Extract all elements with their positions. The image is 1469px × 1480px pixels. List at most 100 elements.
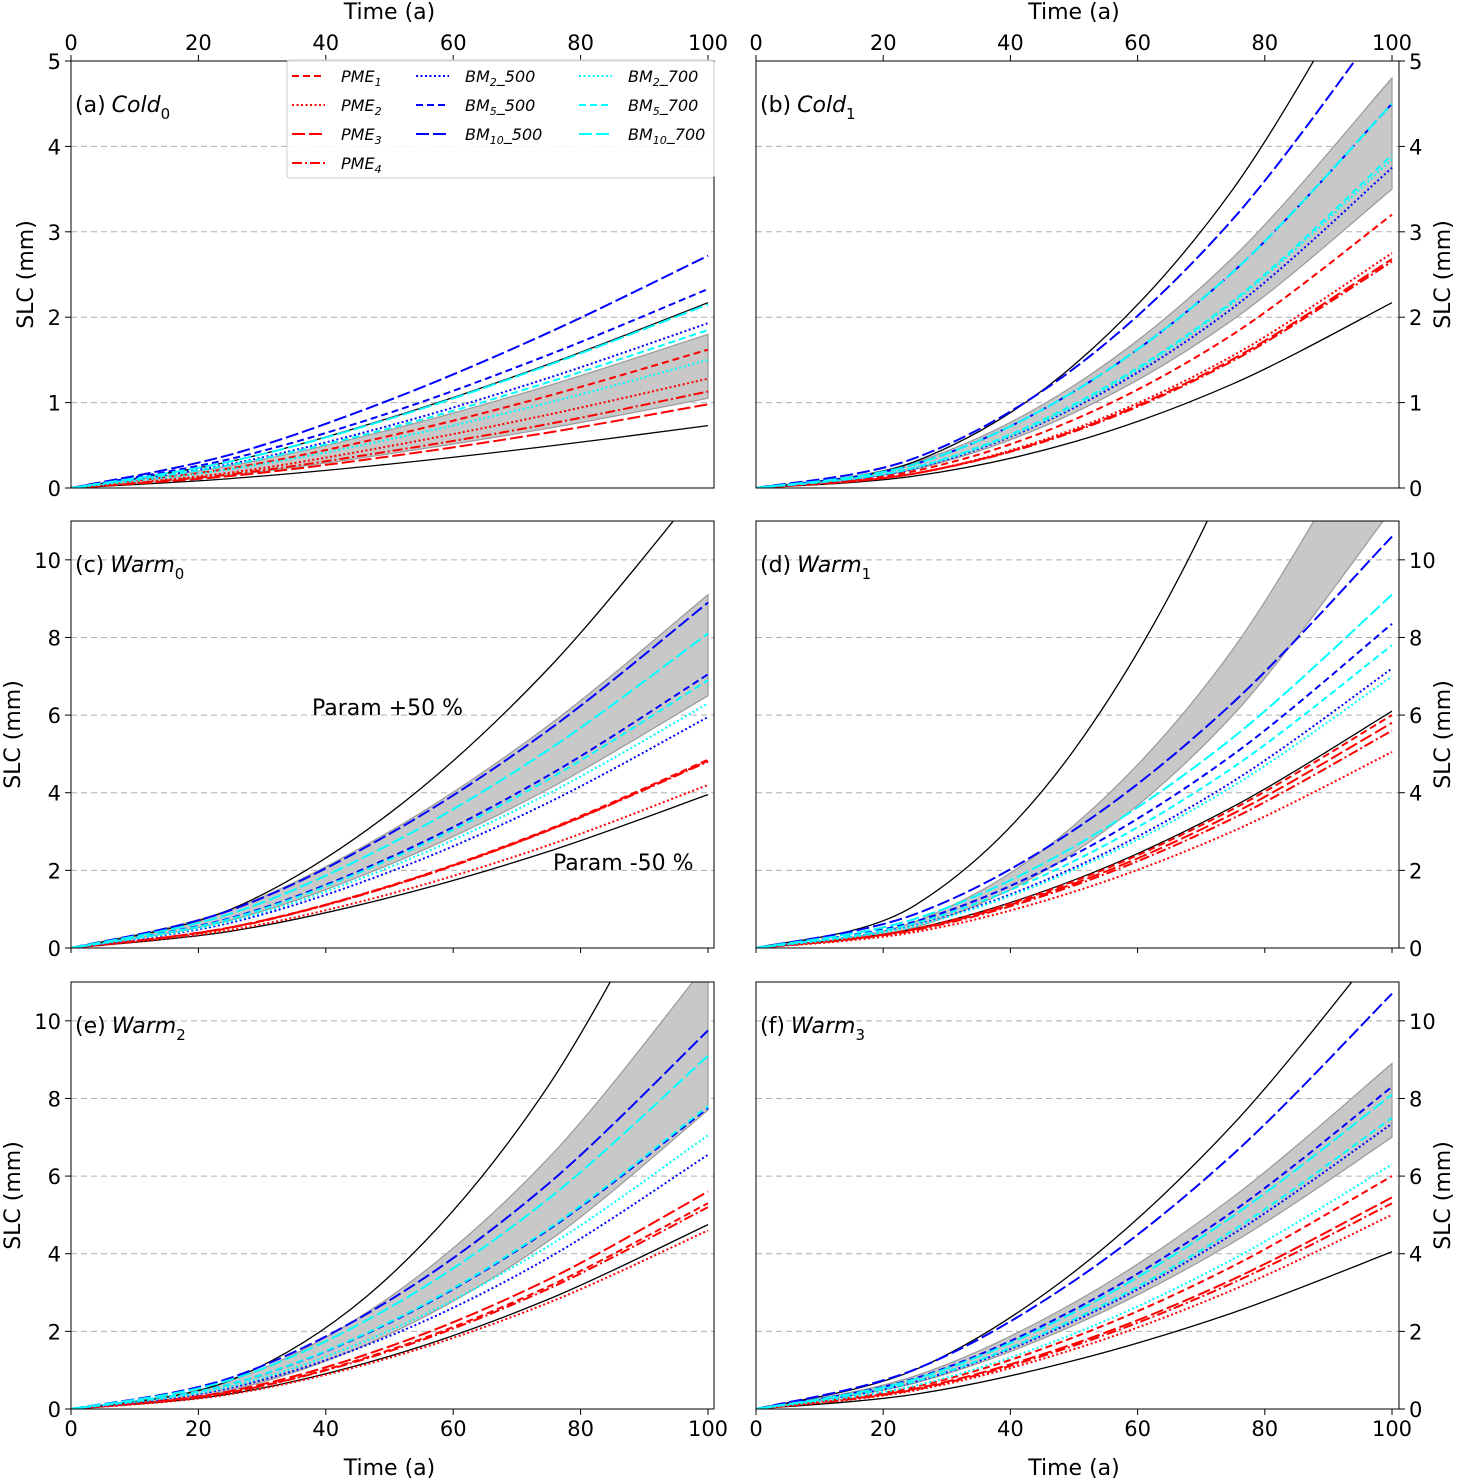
series-bm10-500 bbox=[71, 1029, 709, 1409]
legend-label: BM10_500 bbox=[465, 125, 542, 147]
y-tick-label: 5 bbox=[1409, 50, 1422, 74]
panel-subscript: 3 bbox=[855, 1026, 865, 1044]
y-tick-label: 6 bbox=[1409, 704, 1422, 728]
panel-letter: (e) bbox=[75, 1014, 106, 1039]
series-bm5-700 bbox=[71, 329, 709, 488]
x-tick-label: 0 bbox=[64, 1417, 77, 1441]
series-bm10-500 bbox=[71, 601, 709, 948]
series-bm2-700 bbox=[71, 1134, 709, 1409]
y-tick-label: 4 bbox=[1409, 1243, 1422, 1267]
series-bm10-700 bbox=[71, 632, 709, 948]
y-tick-label: 8 bbox=[48, 626, 61, 650]
legend-box bbox=[286, 59, 715, 179]
plot-area bbox=[756, 521, 1393, 948]
panel-e: 0 2 4 6 8 10 SLC (mm) 0 20 40 60 80 100 Time (a) (e) Wa… bbox=[1, 981, 728, 1480]
y-tick-label: 1 bbox=[1409, 392, 1422, 416]
legend-label: PME4 bbox=[341, 154, 382, 176]
axes-frame bbox=[755, 981, 1400, 1410]
y-tick-label: 6 bbox=[48, 1165, 61, 1189]
panel-letter: (c) bbox=[75, 553, 104, 578]
series-bm2-700 bbox=[756, 1163, 1393, 1409]
x-tick-label: 60 bbox=[1124, 1417, 1151, 1441]
series-pme4 bbox=[71, 1206, 709, 1409]
series-pme2 bbox=[71, 784, 709, 948]
panel-a: 0 1 2 3 4 5 SLC (mm) 0 20 40 60 80 100 Time (a) (a) Col… bbox=[14, 0, 728, 501]
param-minus50-line bbox=[71, 425, 709, 488]
series-bm10-700 bbox=[756, 594, 1393, 948]
axes-frame bbox=[70, 981, 715, 1410]
series-bm2-500 bbox=[71, 1153, 709, 1409]
panel-letter: (a) bbox=[75, 93, 106, 118]
y-tick-label: 10 bbox=[34, 549, 61, 573]
uncertainty-band bbox=[71, 333, 709, 488]
y-tick-label: 3 bbox=[48, 221, 61, 245]
series-bm5-500 bbox=[71, 288, 709, 488]
x-tick-label: 60 bbox=[1124, 31, 1151, 55]
series-pme1 bbox=[756, 1175, 1393, 1409]
series-pme4 bbox=[756, 1202, 1393, 1409]
series-bm10-500 bbox=[756, 61, 1356, 488]
series-pme1 bbox=[71, 348, 709, 488]
y-tick-label: 4 bbox=[48, 782, 61, 806]
y-tick-label: 4 bbox=[48, 1243, 61, 1267]
panel-scenario: Warm bbox=[791, 1014, 856, 1039]
y-tick-label: 10 bbox=[1409, 1010, 1436, 1034]
y-axis-label: SLC (mm) bbox=[1, 680, 26, 789]
panel-label: (f) Warm3 bbox=[760, 1014, 865, 1044]
legend-item-bm2-700: BM2_700 bbox=[579, 67, 698, 89]
series-pme2 bbox=[756, 1214, 1393, 1409]
y-tick-label: 2 bbox=[48, 859, 61, 883]
param-minus50-line bbox=[756, 302, 1393, 488]
legend-label: PME3 bbox=[341, 125, 382, 147]
plot-area bbox=[756, 982, 1393, 1409]
series-bm10-700 bbox=[71, 1055, 709, 1409]
x-tick-label: 100 bbox=[688, 1417, 728, 1441]
series-pme3 bbox=[756, 258, 1393, 488]
x-tick-label: 60 bbox=[440, 1417, 467, 1441]
x-tick-label: 60 bbox=[440, 31, 467, 55]
x-tick-label: 80 bbox=[1251, 31, 1278, 55]
plot-area bbox=[71, 982, 709, 1409]
panel-letter: (b) bbox=[760, 93, 791, 118]
y-axis-label: SLC (mm) bbox=[1431, 680, 1456, 789]
axes-frame bbox=[755, 60, 1400, 489]
legend-item-bm5-500: BM5_500 bbox=[416, 96, 535, 118]
x-tick-label: 20 bbox=[870, 1417, 897, 1441]
x-tick-label: 40 bbox=[312, 1417, 339, 1441]
series-pme4 bbox=[756, 260, 1393, 488]
x-tick-label: 80 bbox=[1251, 1417, 1278, 1441]
panel-label: (b) Cold1 bbox=[760, 93, 856, 123]
y-tick-label: 8 bbox=[1409, 626, 1422, 650]
series-pme3 bbox=[71, 403, 709, 488]
series-pme2 bbox=[71, 377, 709, 488]
plot-area bbox=[71, 254, 709, 488]
y-tick-label: 2 bbox=[48, 306, 61, 330]
series-bm5-700 bbox=[756, 1117, 1393, 1409]
x-tick-label: 0 bbox=[749, 31, 762, 55]
uncertainty-band bbox=[756, 1062, 1393, 1409]
series-bm10-700 bbox=[756, 103, 1393, 488]
y-tick-label: 0 bbox=[1409, 1398, 1422, 1422]
series-bm2-500 bbox=[756, 667, 1393, 948]
legend-label: BM5_500 bbox=[465, 96, 535, 118]
y-tick-label: 2 bbox=[48, 1320, 61, 1344]
series-bm10-700 bbox=[71, 303, 709, 488]
legend-item-bm5-700: BM5_700 bbox=[579, 96, 698, 118]
legend-item-bm10-500: BM10_500 bbox=[416, 125, 542, 147]
series-bm10-500 bbox=[71, 254, 709, 488]
x-tick-label: 0 bbox=[64, 31, 77, 55]
annotation-param-minus50: Param -50 % bbox=[553, 851, 694, 876]
y-tick-label: 5 bbox=[48, 50, 61, 74]
legend-item-bm10-700: BM10_700 bbox=[579, 125, 705, 147]
x-tick-label: 20 bbox=[870, 31, 897, 55]
param-minus50-line bbox=[756, 1251, 1393, 1409]
legend-label: PME2 bbox=[341, 96, 382, 118]
x-tick-label: 80 bbox=[567, 1417, 594, 1441]
panel-label: (c) Warm0 bbox=[75, 553, 184, 583]
panel-letter: (d) bbox=[760, 553, 791, 578]
x-tick-label: 100 bbox=[1372, 31, 1412, 55]
panel-subscript: 1 bbox=[862, 565, 872, 583]
y-tick-label: 6 bbox=[48, 704, 61, 728]
y-tick-label: 0 bbox=[48, 937, 61, 961]
